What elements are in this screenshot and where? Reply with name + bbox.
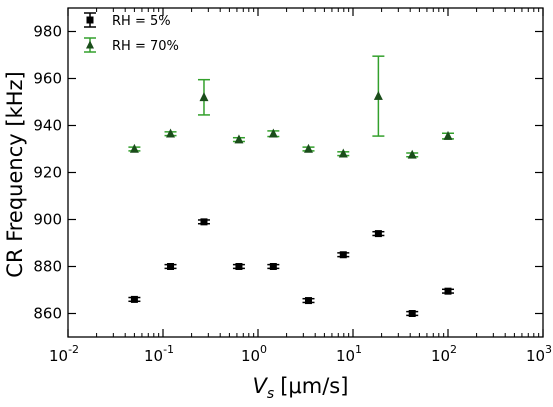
legend-entry-rh-5: RH = 5% <box>84 12 171 29</box>
x-tick-label: 10-1 <box>144 343 174 365</box>
y-tick-label: 920 <box>33 164 62 182</box>
data-point-triangle <box>443 130 453 140</box>
x-tick-exponent: 2 <box>450 343 457 356</box>
x-axis-label-unit: [μm/s] <box>280 374 348 398</box>
x-tick-base: 10 <box>431 347 450 365</box>
y-tick-label: 980 <box>33 23 62 41</box>
legend-marker-triangle <box>86 40 94 49</box>
data-point-square <box>130 295 138 303</box>
data-point-square <box>374 230 382 238</box>
x-axis-label-symbol: V <box>253 374 269 398</box>
legend-entry-rh-70: RH = 70% <box>84 37 179 54</box>
data-point-square <box>304 297 312 305</box>
data-point-triangle <box>373 90 383 100</box>
x-tick-base: 10 <box>241 347 260 365</box>
x-tick-exponent: 3 <box>545 343 552 356</box>
x-tick-base: 10 <box>336 347 355 365</box>
y-tick-label: 900 <box>33 211 62 229</box>
data-point-triangle <box>268 128 278 138</box>
series-rh-70 <box>128 55 454 159</box>
x-tick-exponent: 1 <box>355 343 362 356</box>
y-axis-label: CR Frequency [kHz] <box>3 71 27 277</box>
x-tick-base: 10 <box>49 347 68 365</box>
x-tick-exponent: -2 <box>68 343 79 356</box>
x-tick-label: 10-2 <box>49 343 79 365</box>
chart-marks <box>128 55 454 317</box>
data-point-square <box>444 287 452 295</box>
data-point-triangle <box>338 148 348 158</box>
data-point-square <box>269 263 277 270</box>
y-tick-label: 960 <box>33 70 62 88</box>
data-point-square <box>167 263 175 270</box>
data-point-triangle <box>129 143 139 153</box>
x-tick-label: 102 <box>431 343 457 365</box>
series-rh-5 <box>128 218 454 317</box>
x-tick-base: 10 <box>144 347 163 365</box>
data-point-square <box>235 263 243 270</box>
data-point-triangle <box>166 128 176 138</box>
x-tick-label: 101 <box>336 343 362 365</box>
data-point-square <box>339 251 347 259</box>
x-tick-exponent: 0 <box>260 343 267 356</box>
x-tick-base: 10 <box>526 347 545 365</box>
data-point-square <box>200 218 208 226</box>
legend-marker-square <box>86 16 94 24</box>
x-axis-label: Vs [μm/s] <box>253 374 349 402</box>
y-tick-label: 940 <box>33 117 62 135</box>
x-axis-label-subscript: s <box>267 386 274 402</box>
x-tick-exponent: -1 <box>163 343 174 356</box>
data-point-triangle <box>304 143 313 153</box>
y-tick-label: 880 <box>33 258 62 276</box>
legend-label: RH = 70% <box>112 39 179 54</box>
x-tick-label: 103 <box>526 343 552 365</box>
x-tick-label: 100 <box>241 343 267 365</box>
y-tick-label: 860 <box>33 305 62 323</box>
data-point-triangle <box>199 92 209 102</box>
legend-label: RH = 5% <box>112 14 171 29</box>
data-point-triangle <box>407 149 417 159</box>
chart-legend: RH = 5% RH = 70% <box>84 12 179 54</box>
data-point-square <box>408 310 416 317</box>
data-point-triangle <box>234 134 244 144</box>
